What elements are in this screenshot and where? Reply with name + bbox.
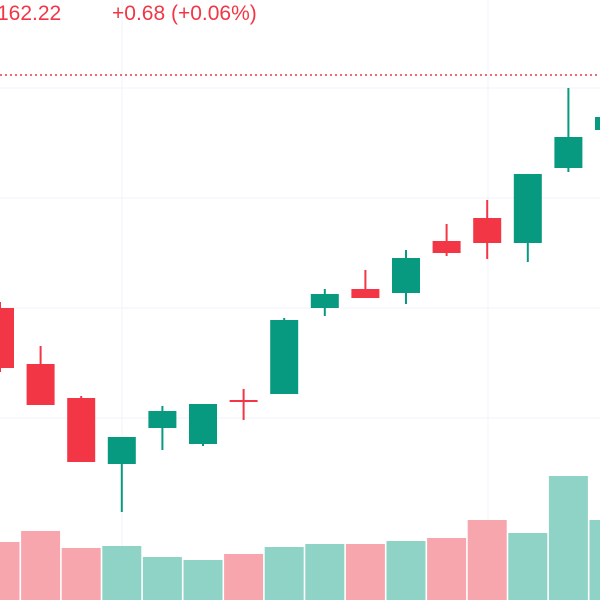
price-change: +0.68 (+0.06%)	[112, 2, 257, 25]
volume-bars	[0, 476, 600, 600]
candles	[0, 88, 600, 512]
volume-bar	[264, 547, 304, 600]
candle-body	[513, 174, 542, 243]
volume-bar	[142, 557, 182, 600]
volume-bar	[589, 520, 600, 600]
candle-body	[67, 398, 96, 462]
candle-body	[351, 289, 380, 298]
candle-body	[0, 308, 14, 368]
volume-bar	[61, 548, 101, 600]
candle-body	[107, 437, 136, 464]
volume-bar	[386, 541, 426, 600]
candle-body	[392, 258, 420, 293]
volume-bar	[0, 542, 20, 600]
volume-bar	[427, 538, 467, 600]
candle-body	[229, 400, 258, 402]
last-price: 162.22	[0, 2, 61, 25]
candle-body	[26, 364, 55, 405]
volume-bar	[548, 476, 588, 600]
volume-bar	[21, 531, 61, 600]
candle-body	[554, 137, 583, 168]
volume-bar	[345, 544, 385, 600]
grid	[0, 87, 600, 419]
candle-body	[270, 320, 299, 394]
candle-body	[595, 117, 600, 130]
candle-body	[432, 241, 461, 253]
volume-bar	[467, 520, 507, 600]
candle-body	[189, 404, 217, 444]
volume-bar	[508, 533, 548, 600]
candle-body	[148, 411, 177, 428]
volume-bar	[224, 554, 264, 600]
volume-bar	[183, 560, 223, 600]
volume-bar	[305, 544, 345, 600]
candle-body	[310, 294, 339, 308]
volume-bar	[102, 546, 142, 600]
candle-body	[473, 218, 502, 243]
